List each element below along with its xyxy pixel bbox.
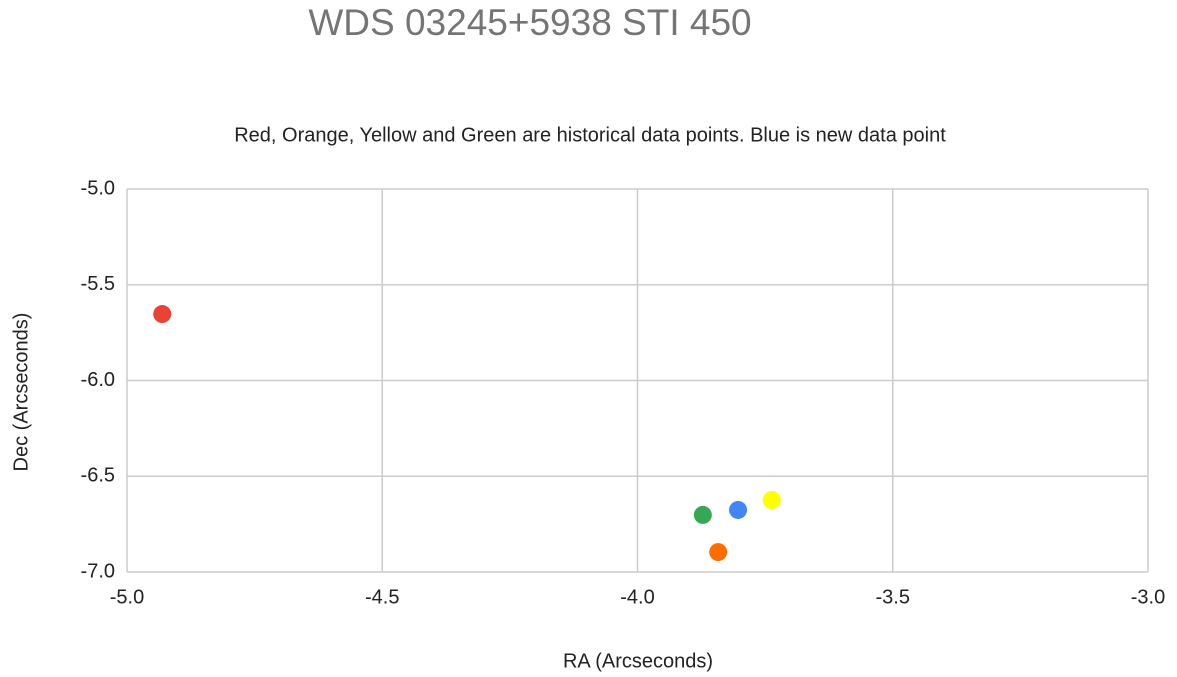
x-tick-label: -3.5 (876, 586, 910, 608)
x-tick-label: -4.5 (365, 586, 399, 608)
data-point (709, 543, 728, 562)
y-tick-label: -5.5 (81, 273, 115, 295)
data-point (729, 500, 748, 519)
x-tick-label: -3.0 (1131, 586, 1165, 608)
y-tick-label: -6.0 (81, 369, 115, 391)
y-tick-label: -6.5 (81, 465, 115, 487)
data-point (693, 505, 712, 524)
x-tick-label: -5.0 (110, 586, 144, 608)
y-axis-label: Dec (Arcseconds) (10, 313, 32, 472)
chart-subtitle: Red, Orange, Yellow and Green are histor… (234, 124, 946, 146)
x-tick-label: -4.0 (620, 586, 654, 608)
chart-title: WDS 03245+5938 STI 450 (308, 2, 751, 43)
data-point (762, 490, 781, 509)
x-axis-label: RA (Arcseconds) (563, 650, 713, 672)
y-tick-label: -7.0 (81, 560, 115, 582)
y-tick-label: -5.0 (81, 177, 115, 199)
data-point (153, 305, 172, 324)
